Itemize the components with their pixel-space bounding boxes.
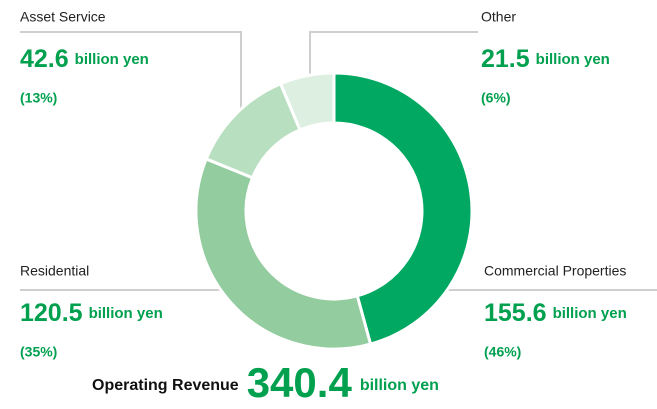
value-unit: billion yen xyxy=(553,305,627,322)
leader-line xyxy=(20,31,242,110)
category-label: Residential xyxy=(20,263,89,279)
donut-slice xyxy=(194,156,373,351)
value-unit: billion yen xyxy=(75,51,149,68)
value-unit: billion yen xyxy=(89,305,163,322)
total-number: 340.4 xyxy=(247,359,353,406)
share-label: (35%) xyxy=(20,344,57,360)
value-label: 21.5 billion yen xyxy=(481,45,610,73)
share-label: (6%) xyxy=(481,90,511,106)
total-caption: Operating Revenue xyxy=(92,377,239,394)
total-unit: billion yen xyxy=(360,377,439,394)
category-label: Asset Service xyxy=(20,9,106,25)
donut-slice xyxy=(278,71,336,132)
donut-slice xyxy=(332,71,474,346)
value-number: 155.6 xyxy=(484,299,547,327)
total-label: Operating Revenue 340.4 billion yen xyxy=(92,359,439,406)
share-label: (46%) xyxy=(484,344,521,360)
value-number: 42.6 xyxy=(20,45,69,73)
value-label: 120.5 billion yen xyxy=(20,299,163,327)
category-label: Commercial Properties xyxy=(484,263,626,279)
value-label: 42.6 billion yen xyxy=(20,45,149,73)
value-label: 155.6 billion yen xyxy=(484,299,627,327)
value-number: 120.5 xyxy=(20,299,83,327)
leader-line xyxy=(309,31,478,90)
value-unit: billion yen xyxy=(536,51,610,68)
share-label: (13%) xyxy=(20,90,57,106)
category-label: Other xyxy=(481,9,516,25)
value-number: 21.5 xyxy=(481,45,530,73)
